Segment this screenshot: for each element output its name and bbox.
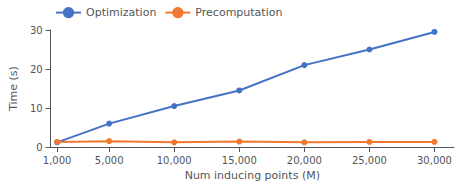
svg-text:0: 0 (36, 142, 42, 153)
svg-text:30: 30 (30, 25, 43, 36)
svg-text:Num inducing points (M): Num inducing points (M) (185, 169, 320, 182)
svg-text:20,000: 20,000 (287, 155, 322, 166)
svg-text:15,000: 15,000 (222, 155, 257, 166)
svg-text:Time (s): Time (s) (7, 66, 20, 112)
svg-text:1,000: 1,000 (43, 155, 72, 166)
svg-text:10,000: 10,000 (157, 155, 192, 166)
svg-text:25,000: 25,000 (352, 155, 387, 166)
svg-text:Precomputation: Precomputation (195, 6, 282, 19)
svg-text:20: 20 (30, 64, 43, 75)
svg-text:30,000: 30,000 (417, 155, 452, 166)
svg-text:10: 10 (30, 103, 43, 114)
svg-text:5,000: 5,000 (95, 155, 124, 166)
svg-text:Optimization: Optimization (86, 6, 156, 19)
